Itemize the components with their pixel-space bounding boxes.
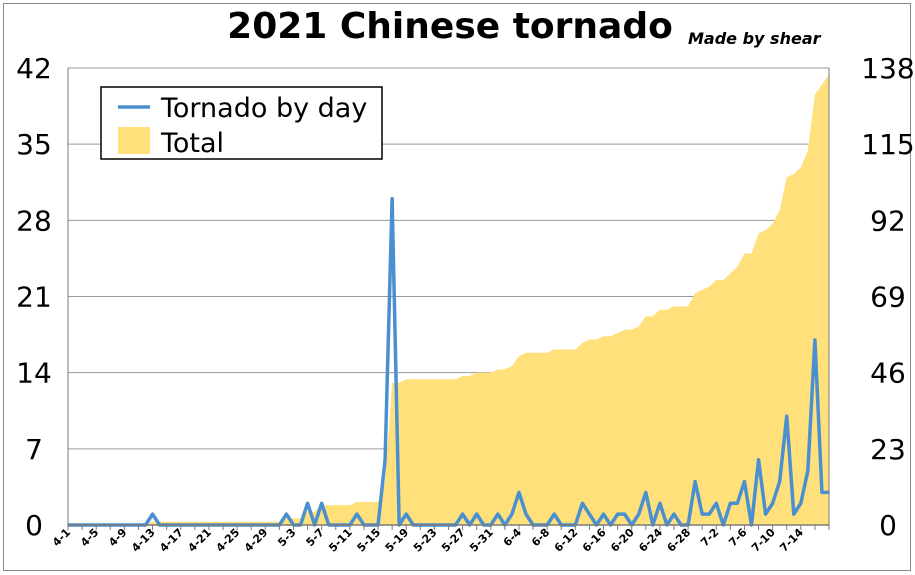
- tornado-by-day-point: [673, 513, 675, 515]
- x-tick-label: 6-4: [501, 526, 524, 549]
- x-tick-label: 5-23: [411, 526, 440, 555]
- tornado-by-day-point: [475, 513, 478, 515]
- right-tick-label: 69: [870, 281, 906, 314]
- tornado-by-day-point: [743, 480, 746, 483]
- legend-label-area: Total: [160, 128, 224, 159]
- x-tick-label: 6-16: [580, 526, 609, 555]
- tornado-by-day-point: [764, 513, 767, 515]
- x-tick-label: 4-17: [157, 526, 186, 555]
- tornado-by-day-point: [708, 513, 711, 515]
- area-layer: [68, 74, 829, 526]
- left-tick-label: 7: [25, 433, 43, 466]
- tornado-by-day-point: [623, 513, 626, 515]
- tornado-by-day-point: [525, 513, 527, 515]
- x-tick-label: 4-25: [214, 526, 243, 555]
- x-tick-label: 4-9: [106, 526, 129, 549]
- x-tick-label: 4-29: [242, 526, 271, 555]
- tornado-by-day-point: [807, 469, 809, 472]
- right-tick-label: 115: [861, 128, 914, 161]
- total-area: [68, 74, 829, 526]
- chart-title: 2021 Chinese tornado: [227, 6, 673, 47]
- x-tick-label: 5-19: [383, 526, 412, 555]
- x-tick-label: 4-21: [185, 526, 214, 555]
- x-tick-label: 6-12: [552, 526, 581, 555]
- tornado-by-day-point: [518, 491, 520, 494]
- x-tick-label: 6-28: [665, 526, 694, 555]
- left-tick-label: 21: [16, 281, 52, 314]
- tornado-by-day-point: [757, 458, 760, 461]
- tornado-by-day-point: [581, 502, 584, 505]
- x-tick-label: 6-20: [608, 526, 637, 555]
- tornado-by-day-point: [800, 502, 802, 505]
- left-tick-label: 14: [16, 357, 52, 390]
- tornado-by-day-point: [736, 502, 739, 505]
- tornado-by-day-point: [785, 415, 788, 417]
- tornado-by-day-point: [778, 480, 781, 483]
- left-tick-label: 35: [16, 128, 52, 161]
- x-tick-label: 5-11: [326, 526, 355, 555]
- tornado-by-day-point: [771, 502, 774, 505]
- tornado-by-day-point: [616, 513, 619, 515]
- tornado-by-day-point: [814, 339, 816, 341]
- tornado-by-day-point: [320, 502, 323, 505]
- x-tick-label: 5-15: [354, 526, 383, 555]
- tornado-by-day-point: [151, 513, 154, 515]
- x-tick-label: 7-2: [698, 526, 721, 549]
- tornado-by-day-point: [285, 513, 288, 515]
- tornado-by-day-point: [588, 513, 591, 515]
- tornado-by-day-point: [461, 513, 464, 515]
- tornado-by-day-point: [602, 513, 605, 515]
- legend-label-line: Tornado by day: [160, 93, 367, 124]
- x-tick-label: 5-27: [439, 526, 468, 555]
- right-tick-label: 92: [870, 204, 906, 237]
- tornado-by-day-point: [821, 491, 823, 494]
- tornado-by-day-point: [306, 502, 309, 505]
- tornado-by-day-point: [694, 480, 696, 483]
- tornado-by-day-point: [792, 513, 795, 515]
- left-tick-label: 0: [25, 509, 43, 542]
- left-tick-label: 42: [16, 52, 52, 85]
- tornado-by-day-point: [715, 502, 718, 505]
- tornado-by-day-point: [405, 513, 408, 515]
- tornado-by-day-point: [553, 513, 555, 515]
- x-tick-label: 5-3: [275, 526, 298, 549]
- left-tick-label: 28: [16, 204, 52, 237]
- tornado-by-day-point: [384, 458, 386, 461]
- x-tick-label: 6-24: [636, 526, 665, 555]
- x-tick-label: 5-7: [304, 526, 327, 549]
- tornado-by-day-point: [356, 513, 358, 515]
- x-tick-label: 6-8: [529, 526, 552, 549]
- tornado-by-day-point: [659, 502, 661, 505]
- tornado-by-day-point: [637, 513, 640, 515]
- legend-swatch-area: [118, 127, 150, 154]
- tornado-by-day-point: [511, 513, 513, 515]
- axis-layer: 0 7 14 21 28 35 42 0 23 46 69 92 115 138 4-1 4-5 4-9 4-13…: [16, 52, 915, 555]
- chart-credit: Made by shear: [688, 29, 821, 48]
- x-tick-label: 7-14: [777, 526, 806, 555]
- tornado-by-day-point: [729, 502, 732, 505]
- x-tick-label: 7-10: [749, 526, 778, 555]
- x-tick-label: 7-6: [726, 526, 749, 549]
- x-tick-label: 5-31: [467, 526, 496, 555]
- right-tick-label: 23: [870, 433, 906, 466]
- tornado-by-day-point: [497, 513, 499, 515]
- tornado-by-day-point: [391, 197, 393, 200]
- right-tick-label: 46: [870, 357, 906, 390]
- right-tick-label: 138: [861, 52, 914, 85]
- tornado-by-day-point: [645, 491, 647, 494]
- right-tick-label: 0: [879, 509, 897, 542]
- tornado-by-day-point: [701, 513, 703, 515]
- x-tick-label: 4-1: [50, 526, 73, 549]
- x-tick-label: 4-5: [78, 526, 101, 549]
- legend: Tornado by day Total: [100, 86, 383, 160]
- x-tick-label: 4-13: [129, 526, 158, 555]
